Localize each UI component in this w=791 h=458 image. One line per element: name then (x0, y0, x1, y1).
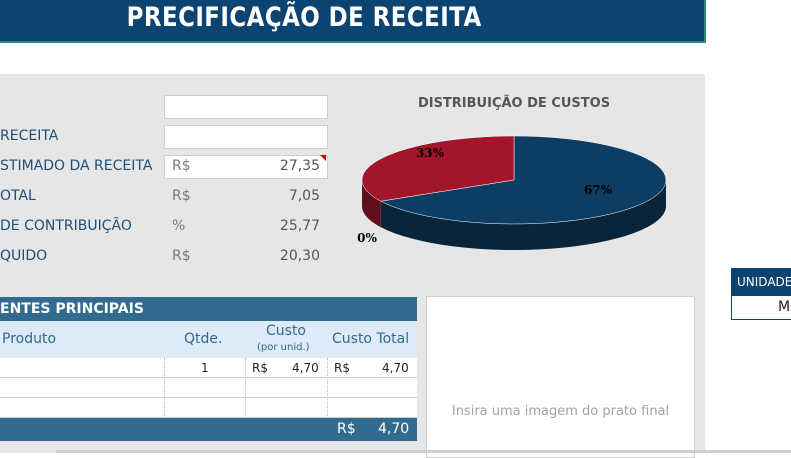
cell: R$ (334, 361, 350, 375)
column-label: Qtde. (184, 331, 223, 347)
unit-cell (731, 295, 791, 320)
page-title: PRECIFICAÇÃO DE RECEITA (126, 2, 482, 33)
value: 27,35 (279, 158, 320, 174)
column-label: Produto (2, 331, 57, 347)
input-cell[interactable] (164, 125, 328, 149)
total-unit: R$ (337, 421, 356, 437)
header-bar (0, 0, 706, 43)
image-box[interactable] (426, 296, 695, 458)
unit: R$ (172, 248, 191, 264)
row-label: QUIDO (0, 248, 48, 264)
input-cell[interactable] (164, 155, 328, 179)
unit: R$ (172, 158, 191, 174)
comment-marker (320, 155, 326, 161)
section-title: ENTES PRINCIPAIS (0, 301, 144, 317)
pie-chart: DISTRIBUIÇÃO DE CUSTOS 67% 33% 0% (357, 95, 667, 250)
section-bar (0, 297, 417, 321)
total-bar (0, 418, 417, 441)
unit: R$ (172, 188, 191, 204)
image-placeholder: Insira uma imagem do prato final (451, 404, 670, 419)
data-label: 67% (584, 183, 613, 197)
row-label: OTAL (0, 188, 36, 204)
cell-border (164, 358, 165, 418)
column-note: (por unid.) (257, 342, 310, 353)
input-cell[interactable] (164, 95, 328, 119)
cell: 1 (201, 361, 209, 375)
column-label: Custo Total (332, 331, 410, 347)
unit-value: M (778, 299, 791, 315)
cell: 4,70 (382, 361, 409, 375)
value: 20,30 (279, 248, 320, 264)
column-header (0, 321, 417, 358)
unit: % (172, 218, 186, 234)
column-label: Custo (266, 323, 306, 339)
unit-header-text: UNIDADE (737, 275, 791, 289)
cell: 4,70 (292, 361, 319, 375)
cell: R$ (252, 361, 268, 375)
pie-slice (361, 135, 515, 202)
pie-side (380, 180, 666, 250)
row-label: RECEITA (0, 128, 59, 144)
data-label: 33% (416, 146, 445, 160)
scrollbar (56, 450, 791, 453)
data-label: 0% (357, 231, 377, 245)
row-label: DE CONTRIBUIÇÃO (0, 218, 132, 234)
value: 7,05 (288, 188, 320, 204)
pie-slice (380, 135, 667, 225)
pie-side (362, 180, 381, 228)
cell-border (245, 358, 246, 418)
chart-title: DISTRIBUIÇÃO DE CUSTOS (418, 95, 610, 111)
cell-border (327, 358, 328, 418)
unit-header (731, 268, 791, 295)
value: 25,77 (279, 218, 320, 234)
total-value: 4,70 (378, 421, 410, 437)
row-label: STIMADO DA RECEITA (0, 158, 153, 174)
table-body (0, 358, 417, 418)
